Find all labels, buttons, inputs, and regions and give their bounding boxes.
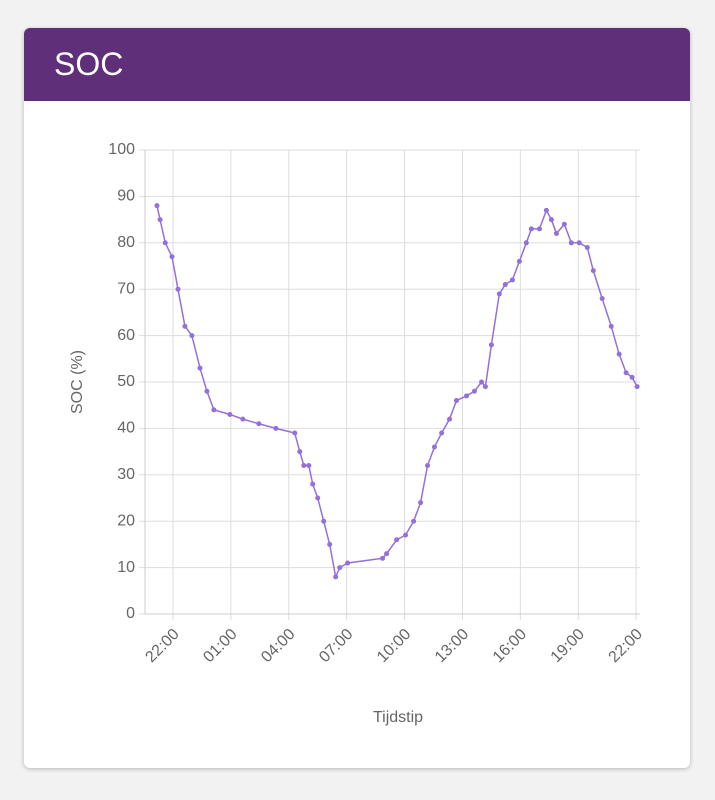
data-point — [447, 416, 453, 422]
x-tick-label: 16:00 — [490, 626, 530, 666]
data-point — [169, 254, 175, 260]
data-point — [464, 393, 470, 399]
data-point — [568, 240, 574, 246]
data-point — [403, 532, 409, 538]
data-point — [157, 217, 163, 223]
x-tick-label: 13:00 — [432, 626, 472, 666]
data-point — [523, 240, 529, 246]
data-point — [315, 495, 321, 501]
data-point — [576, 240, 582, 246]
y-tick-label: 40 — [117, 420, 135, 437]
data-point — [197, 365, 203, 371]
data-point — [488, 342, 494, 348]
data-point — [380, 555, 386, 561]
data-point — [418, 500, 424, 506]
x-tick-label: 19:00 — [548, 626, 588, 666]
data-point — [337, 565, 343, 571]
y-axis-label: SOC (%) — [69, 350, 86, 414]
data-point — [345, 560, 351, 566]
data-point — [292, 430, 298, 436]
data-point — [543, 207, 549, 213]
data-point — [306, 463, 312, 469]
x-tick-label: 04:00 — [258, 626, 298, 666]
data-point — [584, 244, 590, 250]
data-point — [310, 481, 316, 487]
data-point — [425, 463, 431, 469]
data-point — [599, 295, 605, 301]
x-tick-label: 22:00 — [142, 626, 182, 666]
data-point — [182, 323, 188, 329]
data-point — [553, 231, 559, 237]
data-point — [608, 323, 614, 329]
y-tick-label: 50 — [117, 373, 135, 390]
data-point — [479, 379, 485, 385]
data-point — [439, 430, 445, 436]
data-point — [211, 407, 217, 413]
data-point — [634, 384, 640, 390]
data-point — [616, 351, 622, 357]
data-point — [240, 416, 246, 422]
data-point — [394, 537, 400, 543]
data-point — [509, 277, 515, 283]
y-tick-label: 20 — [117, 512, 135, 529]
data-point — [175, 286, 181, 292]
data-point — [502, 282, 508, 288]
data-point — [301, 463, 307, 469]
x-axis-label: Tijdstip — [373, 709, 423, 726]
x-tick-label: 01:00 — [200, 626, 240, 666]
data-point — [561, 221, 567, 227]
data-point — [256, 421, 262, 427]
y-tick-label: 10 — [117, 559, 135, 576]
data-point — [536, 226, 542, 232]
data-point — [162, 240, 168, 246]
data-point — [471, 388, 477, 394]
data-point — [453, 398, 459, 404]
chart-title: SOC — [54, 46, 124, 82]
y-tick-label: 100 — [108, 141, 135, 158]
data-point — [482, 384, 488, 390]
data-point — [516, 258, 522, 264]
card: SOC — [24, 28, 690, 768]
data-point — [431, 444, 437, 450]
y-tick-label: 0 — [126, 605, 135, 622]
data-point — [333, 574, 339, 580]
data-point — [227, 411, 233, 417]
data-point — [528, 226, 534, 232]
data-point — [384, 551, 390, 557]
y-tick-label: 30 — [117, 466, 135, 483]
x-tick-label: 10:00 — [374, 626, 414, 666]
data-point — [327, 541, 333, 547]
data-point — [273, 425, 279, 431]
y-tick-label: 90 — [117, 188, 135, 205]
data-point — [411, 518, 417, 524]
data-point — [629, 374, 635, 380]
y-tick-label: 80 — [117, 234, 135, 251]
data-point — [548, 217, 554, 223]
data-point — [321, 518, 327, 524]
data-point — [590, 268, 596, 274]
data-point — [154, 203, 160, 209]
x-tick-label: 07:00 — [316, 626, 356, 666]
data-point — [204, 388, 210, 394]
y-tick-label: 60 — [117, 327, 135, 344]
data-point — [496, 291, 502, 297]
data-point — [623, 370, 629, 376]
card-header: SOC — [24, 28, 690, 101]
data-point — [189, 333, 195, 339]
y-tick-label: 70 — [117, 280, 135, 297]
x-tick-label: 22:00 — [606, 626, 646, 666]
data-point — [297, 449, 303, 455]
